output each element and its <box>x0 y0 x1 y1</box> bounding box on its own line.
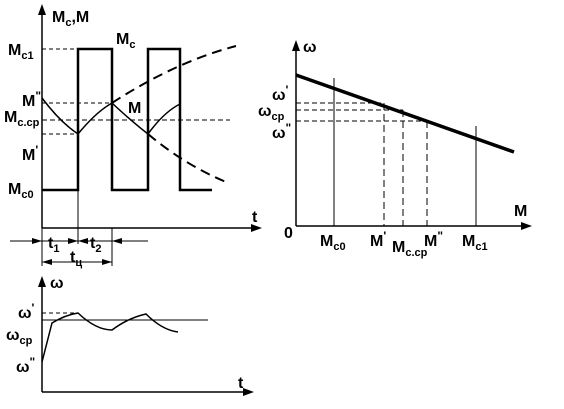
top-left-plot <box>10 4 262 266</box>
t2-label: t2 <box>90 235 101 255</box>
t1-label: t1 <box>48 235 59 255</box>
tl-y-axis-label: Mc,M <box>52 9 89 29</box>
tl-t-label: t <box>252 209 258 226</box>
r-omega-axis-label: ω <box>303 39 317 56</box>
m-single-label: M' <box>22 143 38 164</box>
bl-omega-double-label: ω" <box>16 355 35 376</box>
r-x-arrow <box>521 222 532 230</box>
t2-right-arrow <box>112 238 122 244</box>
r-omega-double-label: ω" <box>272 121 291 142</box>
r-mccp-label: Mc.cp <box>392 239 428 259</box>
bl-omega-cp-label: ωcp <box>6 327 33 347</box>
mc1-label: Mc1 <box>8 42 34 62</box>
mc0-label: Mc0 <box>8 181 34 201</box>
m-curve-label: M <box>128 100 141 117</box>
tcycle-right-arrow <box>102 259 112 265</box>
bl-x-arrow <box>243 388 254 396</box>
r-omega-single-label: ω' <box>272 83 289 104</box>
r-omega-cp-label: ωcp <box>258 103 285 123</box>
t2-left-arrow <box>78 238 88 244</box>
right-plot <box>292 40 532 230</box>
mc-square-wave <box>42 47 212 192</box>
r-mc1-label: Mc1 <box>462 233 488 253</box>
r-m-axis-label: M <box>514 203 527 220</box>
r-m-single-label: M' <box>370 229 386 250</box>
bl-omega-single-label: ω' <box>18 301 35 322</box>
tl-y-arrow <box>38 4 46 15</box>
r-mc0-label: Mc0 <box>320 233 346 253</box>
tcycle-left-arrow <box>42 259 52 265</box>
t1-left-arrow <box>32 238 42 244</box>
bl-t-label: t <box>238 375 244 392</box>
mech-characteristic-line <box>295 73 515 154</box>
t1-right-arrow <box>68 238 78 244</box>
bl-omega-curve <box>41 312 179 363</box>
r-m-double-label: M" <box>424 229 443 250</box>
bl-omega-axis-label: ω <box>50 275 64 292</box>
m-double-label: M" <box>22 89 41 110</box>
m-rise-dash <box>111 45 237 104</box>
mccp-label: Mc.cp <box>4 109 40 129</box>
bl-y-arrow <box>38 276 46 287</box>
tl-x-arrow <box>251 224 262 232</box>
mc-curve-label: Mc <box>116 31 135 51</box>
m-fall-dash <box>147 133 227 183</box>
r-y-arrow <box>292 40 300 51</box>
r-origin-label: 0 <box>284 225 293 242</box>
bottom-left-plot <box>38 276 254 396</box>
tcycle-label: tц <box>70 249 82 269</box>
